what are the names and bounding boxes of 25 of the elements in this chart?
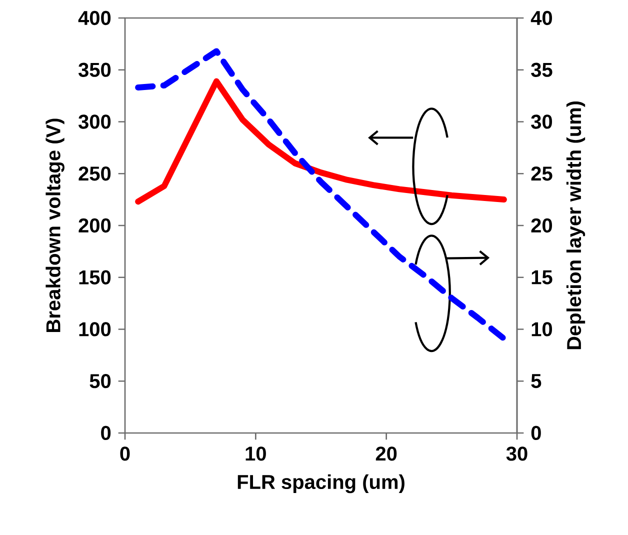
y-tick-label: 0 bbox=[101, 426, 111, 440]
y2-tick-label: 10 bbox=[532, 322, 552, 336]
x-axis-title: FLR spacing (um) bbox=[238, 474, 404, 494]
y-axis-title: Breakdown voltage (V) bbox=[46, 118, 64, 332]
y2-tick-label: 40 bbox=[530, 10, 552, 26]
y2-tick-label: 35 bbox=[531, 62, 552, 77]
y-tick-label: 400 bbox=[78, 10, 111, 26]
y-tick-label: 250 bbox=[78, 166, 111, 181]
y-tick-label: 100 bbox=[79, 322, 111, 336]
y2-tick-label: 5 bbox=[531, 374, 542, 388]
y2-tick-label: 30 bbox=[531, 114, 552, 129]
y-tick-label: 300 bbox=[78, 114, 111, 129]
y2-axis-title: Depletion layer width (um) bbox=[566, 101, 586, 350]
y-tick-label: 50 bbox=[90, 374, 111, 388]
x-tick-label: 20 bbox=[376, 446, 397, 461]
y2-tick-label: 25 bbox=[531, 166, 552, 181]
y-tick-label: 150 bbox=[79, 270, 111, 284]
y2-tick-label: 0 bbox=[531, 426, 541, 440]
y-tick-label: 200 bbox=[78, 218, 111, 233]
x-tick-label: 30 bbox=[506, 446, 528, 461]
y2-tick-label: 15 bbox=[532, 270, 552, 284]
y2-tick-label: 20 bbox=[531, 218, 552, 233]
x-tick-label: 10 bbox=[246, 446, 266, 461]
y-tick-label: 350 bbox=[78, 62, 111, 77]
x-tick-label: 0 bbox=[120, 446, 130, 461]
